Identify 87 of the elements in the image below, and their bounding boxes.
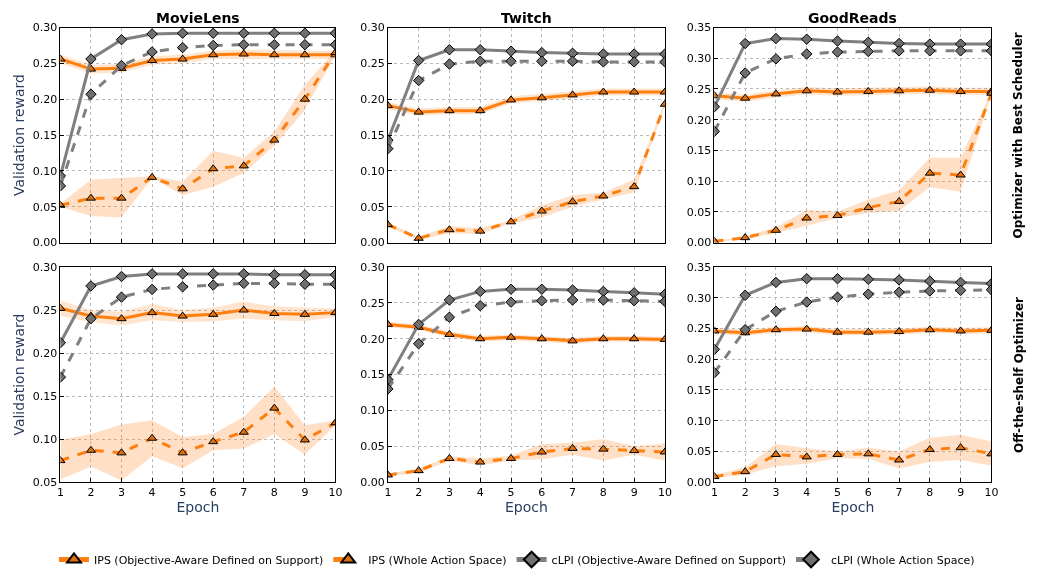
- x-tick-label: 1: [710, 486, 718, 500]
- y-tick-label: 0.25: [32, 303, 58, 317]
- legend-label: cLPI (Objective-Aware Defined on Support): [551, 553, 787, 567]
- y-tick-label: 0.25: [686, 322, 712, 336]
- x-tick-label: 4: [803, 486, 811, 500]
- x-tick-label: 4: [476, 486, 484, 500]
- x-tick-label: 2: [87, 486, 95, 500]
- x-tick-label: 8: [926, 486, 934, 500]
- y-tick-label: 0.00: [686, 475, 712, 489]
- y-tick-label: 0.10: [32, 432, 58, 446]
- x-tick-label: 9: [301, 486, 309, 500]
- y-tick-label: 0.20: [360, 93, 385, 107]
- x-tick-label: 1: [56, 486, 64, 500]
- y-tick-label: 0.30: [32, 260, 58, 274]
- y-tick-label: 0.20: [32, 93, 58, 107]
- x-tick-label: 10: [328, 486, 343, 500]
- y-tick-label: 0.35: [686, 260, 712, 274]
- y-tick-label: 0.05: [686, 445, 712, 459]
- y-tick-label: 0.15: [32, 128, 58, 142]
- x-tick-label: 10: [657, 486, 672, 500]
- y-axis-title: Validation reward: [11, 74, 28, 197]
- y-tick-label: 0.00: [32, 236, 58, 250]
- x-tick-label: 5: [179, 486, 187, 500]
- y-tick-label: 0.10: [32, 164, 58, 178]
- x-tick-label: 10: [984, 486, 999, 500]
- y-tick-label: 0.35: [686, 21, 712, 35]
- y-tick-label: 0.05: [360, 440, 385, 454]
- y-tick-label: 0.10: [360, 404, 385, 418]
- x-tick-label: 6: [209, 486, 217, 500]
- y-tick-label: 0.10: [686, 414, 712, 428]
- x-tick-label: 7: [240, 486, 248, 500]
- y-tick-label: 0.00: [686, 236, 712, 250]
- chart-title: MovieLens: [156, 10, 240, 26]
- y-tick-label: 0.00: [360, 475, 385, 489]
- text: Optimizer with Best Scheduler: [1011, 32, 1026, 239]
- y-tick-label: 0.30: [686, 52, 712, 66]
- y-tick-label: 0.00: [360, 236, 385, 250]
- y-tick-label: 0.05: [32, 200, 58, 214]
- y-tick-label: 0.30: [360, 260, 385, 274]
- y-tick-label: 0.30: [32, 21, 58, 35]
- x-tick-label: 7: [569, 486, 577, 500]
- x-tick-label: 8: [599, 486, 607, 500]
- x-axis-title: Epoch: [831, 499, 875, 516]
- x-tick-label: 1: [384, 486, 392, 500]
- chart-title: GoodReads: [808, 10, 897, 26]
- y-tick-label: 0.25: [360, 57, 385, 71]
- legend-label: cLPI (Whole Action Space): [831, 553, 975, 567]
- x-tick-label: 5: [834, 486, 841, 500]
- y-tick-label: 0.15: [32, 389, 58, 403]
- x-tick-label: 3: [445, 486, 453, 500]
- x-tick-label: 2: [741, 486, 749, 500]
- chart-title: Twitch: [501, 10, 552, 26]
- y-tick-label: 0.10: [686, 174, 712, 188]
- y-tick-label: 0.25: [360, 296, 385, 310]
- y-tick-label: 0.20: [686, 353, 712, 367]
- legend-label: IPS (Objective-Aware Defined on Support): [94, 553, 324, 567]
- y-tick-label: 0.15: [360, 368, 385, 382]
- x-tick-label: 6: [538, 486, 546, 500]
- x-axis-title: Epoch: [504, 499, 548, 516]
- y-tick-label: 0.15: [686, 144, 712, 158]
- y-tick-label: 0.15: [360, 128, 385, 142]
- y-tick-label: 0.20: [686, 113, 712, 127]
- x-tick-label: 4: [148, 486, 156, 500]
- legend-label: IPS (Whole Action Space): [368, 553, 507, 567]
- x-tick-label: 7: [895, 486, 903, 500]
- x-tick-label: 9: [957, 486, 965, 500]
- y-tick-label: 0.25: [32, 57, 58, 71]
- x-tick-label: 3: [772, 486, 780, 500]
- y-tick-label: 0.25: [686, 82, 712, 96]
- x-tick-label: 9: [630, 486, 638, 500]
- y-tick-label: 0.05: [686, 205, 712, 219]
- y-axis-title: Validation reward: [11, 313, 28, 436]
- y-tick-label: 0.05: [360, 200, 385, 214]
- y-tick-label: 0.15: [686, 383, 712, 397]
- y-tick-label: 0.20: [360, 332, 385, 346]
- y-tick-label: 0.30: [686, 291, 712, 305]
- y-tick-label: 0.20: [32, 346, 58, 360]
- x-tick-label: 8: [270, 486, 278, 500]
- x-tick-label: 3: [118, 486, 126, 500]
- x-tick-label: 2: [415, 486, 423, 500]
- y-tick-label: 0.05: [32, 475, 58, 489]
- x-axis-title: Epoch: [176, 499, 220, 516]
- y-tick-label: 0.10: [360, 164, 385, 178]
- text: Off-the-shelf Optimizer: [1011, 296, 1026, 453]
- y-tick-label: 0.30: [360, 21, 385, 35]
- x-tick-label: 6: [864, 486, 872, 500]
- x-tick-label: 5: [507, 486, 515, 500]
